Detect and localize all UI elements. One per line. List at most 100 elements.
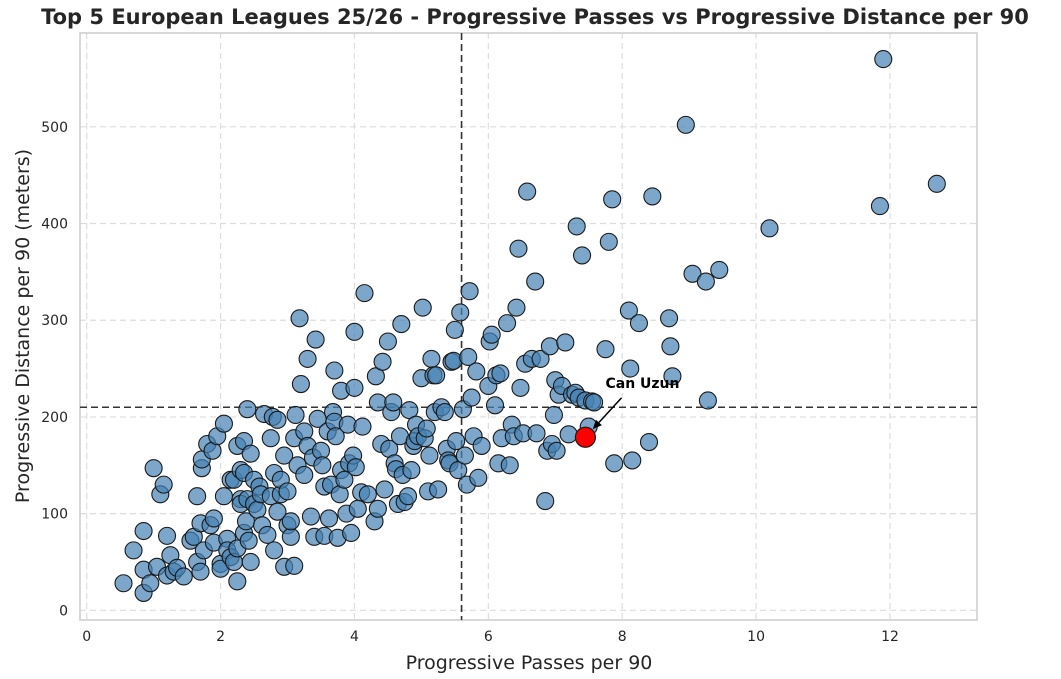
scatter-point bbox=[188, 487, 207, 506]
scatter-point bbox=[368, 499, 387, 518]
chart-title: Top 5 European Leagues 25/26 - Progressi… bbox=[41, 5, 1029, 29]
scatter-point bbox=[460, 282, 479, 301]
x-tick-label: 10 bbox=[747, 629, 765, 645]
scatter-point bbox=[290, 309, 309, 328]
scatter-point bbox=[239, 531, 258, 550]
scatter-point bbox=[342, 523, 361, 543]
scatter-point bbox=[507, 298, 526, 317]
scatter-point bbox=[204, 509, 223, 528]
scatter-point bbox=[661, 337, 680, 356]
scatter-point bbox=[518, 182, 537, 201]
scatter-point bbox=[556, 333, 575, 352]
scatter-point bbox=[621, 359, 640, 378]
scatter-point bbox=[398, 487, 418, 506]
scatter-point bbox=[498, 314, 517, 333]
scatter-point bbox=[683, 264, 702, 283]
scatter-point bbox=[482, 325, 501, 344]
scatter-point bbox=[422, 349, 441, 368]
scatter-point bbox=[355, 284, 374, 303]
scatter-point bbox=[154, 475, 173, 494]
scatter-point bbox=[663, 367, 682, 386]
scatter-point bbox=[134, 521, 153, 541]
scatter-point bbox=[281, 527, 300, 546]
scatter-point bbox=[676, 115, 695, 134]
scatter-point bbox=[191, 562, 210, 581]
y-tick-label: 300 bbox=[41, 313, 68, 329]
scatter-point bbox=[469, 468, 488, 487]
scatter-point bbox=[596, 340, 615, 359]
highlight-label: Can Uzun bbox=[605, 376, 679, 392]
x-tick-label: 0 bbox=[82, 629, 91, 645]
x-tick-label: 12 bbox=[881, 629, 899, 645]
highlight-group: Can Uzun bbox=[574, 376, 679, 448]
scatter-point bbox=[141, 574, 160, 593]
scatter-point bbox=[124, 541, 143, 560]
scatter-point bbox=[275, 446, 294, 465]
scatter-point bbox=[870, 197, 889, 216]
scatter-point bbox=[295, 465, 314, 484]
scatter-point bbox=[874, 50, 893, 69]
scatter-point bbox=[547, 441, 566, 460]
scatter-point bbox=[599, 232, 618, 251]
scatter-point bbox=[114, 574, 133, 593]
scatter-point bbox=[268, 410, 287, 429]
scatter-point bbox=[268, 502, 287, 521]
scatter-point bbox=[485, 396, 505, 415]
scatter-point bbox=[619, 301, 638, 320]
scatter-point bbox=[384, 393, 403, 412]
scatter-point bbox=[378, 332, 397, 351]
scatter-point bbox=[144, 459, 163, 478]
scatter-point bbox=[623, 451, 642, 470]
scatter-point bbox=[567, 217, 586, 236]
scatter-point bbox=[375, 480, 394, 499]
scatter-point bbox=[639, 433, 659, 452]
scatter-point bbox=[157, 526, 177, 545]
scatter-point bbox=[392, 315, 411, 334]
scatter-point bbox=[445, 320, 464, 339]
scatter-point bbox=[455, 446, 474, 465]
scatter-point bbox=[261, 429, 280, 448]
x-tick-label: 6 bbox=[484, 629, 493, 645]
scatter-point bbox=[402, 461, 421, 480]
scatter-point bbox=[500, 456, 519, 475]
y-tick-label: 0 bbox=[59, 603, 68, 619]
scatter-point bbox=[241, 444, 260, 463]
scatter-point bbox=[373, 352, 392, 371]
x-tick-label: 2 bbox=[216, 629, 225, 645]
x-axis-label: Progressive Passes per 90 bbox=[406, 652, 653, 674]
scatter-point bbox=[660, 309, 679, 328]
x-axis-ticks: 0 2 4 6 8 10 12 bbox=[82, 629, 899, 645]
scatter-point bbox=[413, 298, 432, 317]
scatter-point bbox=[228, 572, 247, 591]
scatter-point bbox=[348, 499, 367, 518]
x-tick-label: 8 bbox=[618, 629, 627, 645]
scatter-point bbox=[353, 417, 372, 436]
scatter-point bbox=[585, 393, 604, 412]
scatter-point bbox=[265, 541, 284, 560]
y-axis-label: Progressive Distance per 90 (meters) bbox=[12, 149, 34, 503]
scatter-point bbox=[643, 187, 662, 206]
scatter-point bbox=[214, 487, 233, 506]
scatter-point bbox=[214, 414, 233, 433]
scatter-point bbox=[698, 391, 717, 410]
scatter-point bbox=[319, 509, 339, 528]
scatter-point bbox=[301, 507, 320, 526]
scatter-point bbox=[573, 246, 592, 265]
scatter-point bbox=[462, 388, 481, 407]
scatter-point bbox=[527, 424, 546, 443]
scatter-point bbox=[417, 419, 436, 438]
scatter-point bbox=[285, 556, 304, 575]
scatter-point bbox=[447, 432, 466, 451]
scatter-point bbox=[467, 362, 486, 381]
scatter-point bbox=[429, 480, 448, 499]
scatter-point bbox=[248, 500, 267, 519]
scatter-point bbox=[526, 272, 545, 291]
scatter-point bbox=[420, 446, 439, 465]
scatter-point bbox=[174, 567, 193, 586]
scatter-point bbox=[358, 485, 377, 504]
y-tick-label: 400 bbox=[41, 217, 68, 233]
scatter-point bbox=[472, 436, 491, 455]
annotation-arrow bbox=[598, 397, 623, 423]
scatter-point bbox=[629, 314, 649, 333]
scatter-point bbox=[241, 552, 260, 572]
